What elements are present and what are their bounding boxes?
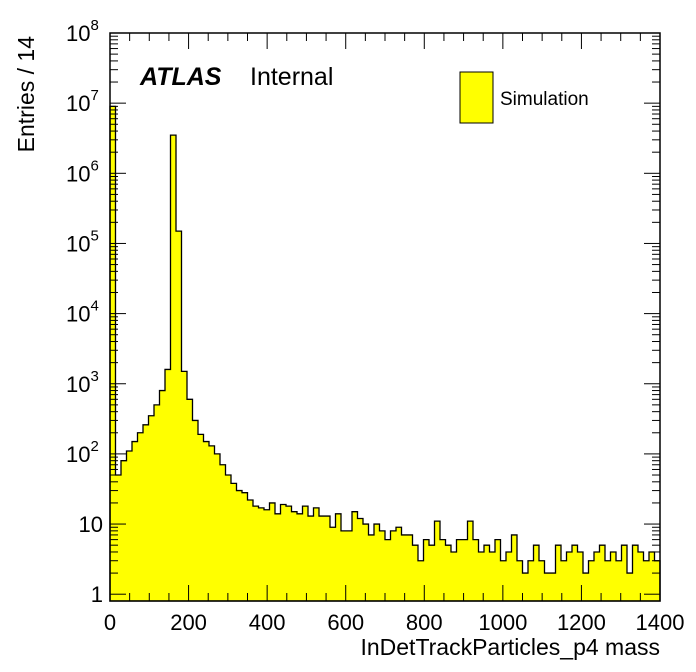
y-tick-label: 10 bbox=[79, 512, 103, 537]
y-axis-ticks bbox=[110, 32, 660, 595]
x-axis-tick-labels: 0 200 400 600 800 1000 1200 1400 bbox=[104, 610, 685, 635]
x-tick-label: 200 bbox=[170, 610, 207, 635]
x-axis-title: InDetTrackParticles_p4 mass bbox=[360, 634, 660, 660]
y-tick-label: 104 bbox=[66, 298, 99, 327]
x-tick-label: 1400 bbox=[636, 610, 685, 635]
y-axis-tick-labels: 1 10 102 103 104 105 106 107 108 bbox=[66, 17, 103, 607]
x-tick-label: 1000 bbox=[478, 610, 527, 635]
histogram-series-simulation bbox=[109, 105, 661, 602]
legend-swatch-simulation bbox=[459, 71, 494, 124]
x-tick-label: 1200 bbox=[557, 610, 606, 635]
y-tick-label: 1 bbox=[91, 582, 103, 607]
x-tick-label: 800 bbox=[406, 610, 443, 635]
atlas-label: ATLAS bbox=[139, 63, 222, 91]
x-axis-ticks bbox=[109, 33, 661, 601]
x-tick-label: 0 bbox=[104, 610, 116, 635]
y-tick-label: 103 bbox=[66, 368, 99, 397]
y-axis-title: Entries / 14 bbox=[13, 36, 39, 153]
x-tick-label: 600 bbox=[327, 610, 364, 635]
y-tick-label: 102 bbox=[66, 438, 99, 467]
y-tick-label: 108 bbox=[66, 17, 99, 46]
x-tick-label: 400 bbox=[249, 610, 286, 635]
y-tick-label: 107 bbox=[66, 87, 99, 116]
legend: Simulation bbox=[459, 71, 589, 124]
atlas-status-label: Internal bbox=[250, 63, 333, 91]
legend-entry-simulation: Simulation bbox=[500, 89, 589, 110]
y-tick-label: 106 bbox=[66, 157, 99, 186]
y-tick-label: 105 bbox=[66, 227, 99, 256]
